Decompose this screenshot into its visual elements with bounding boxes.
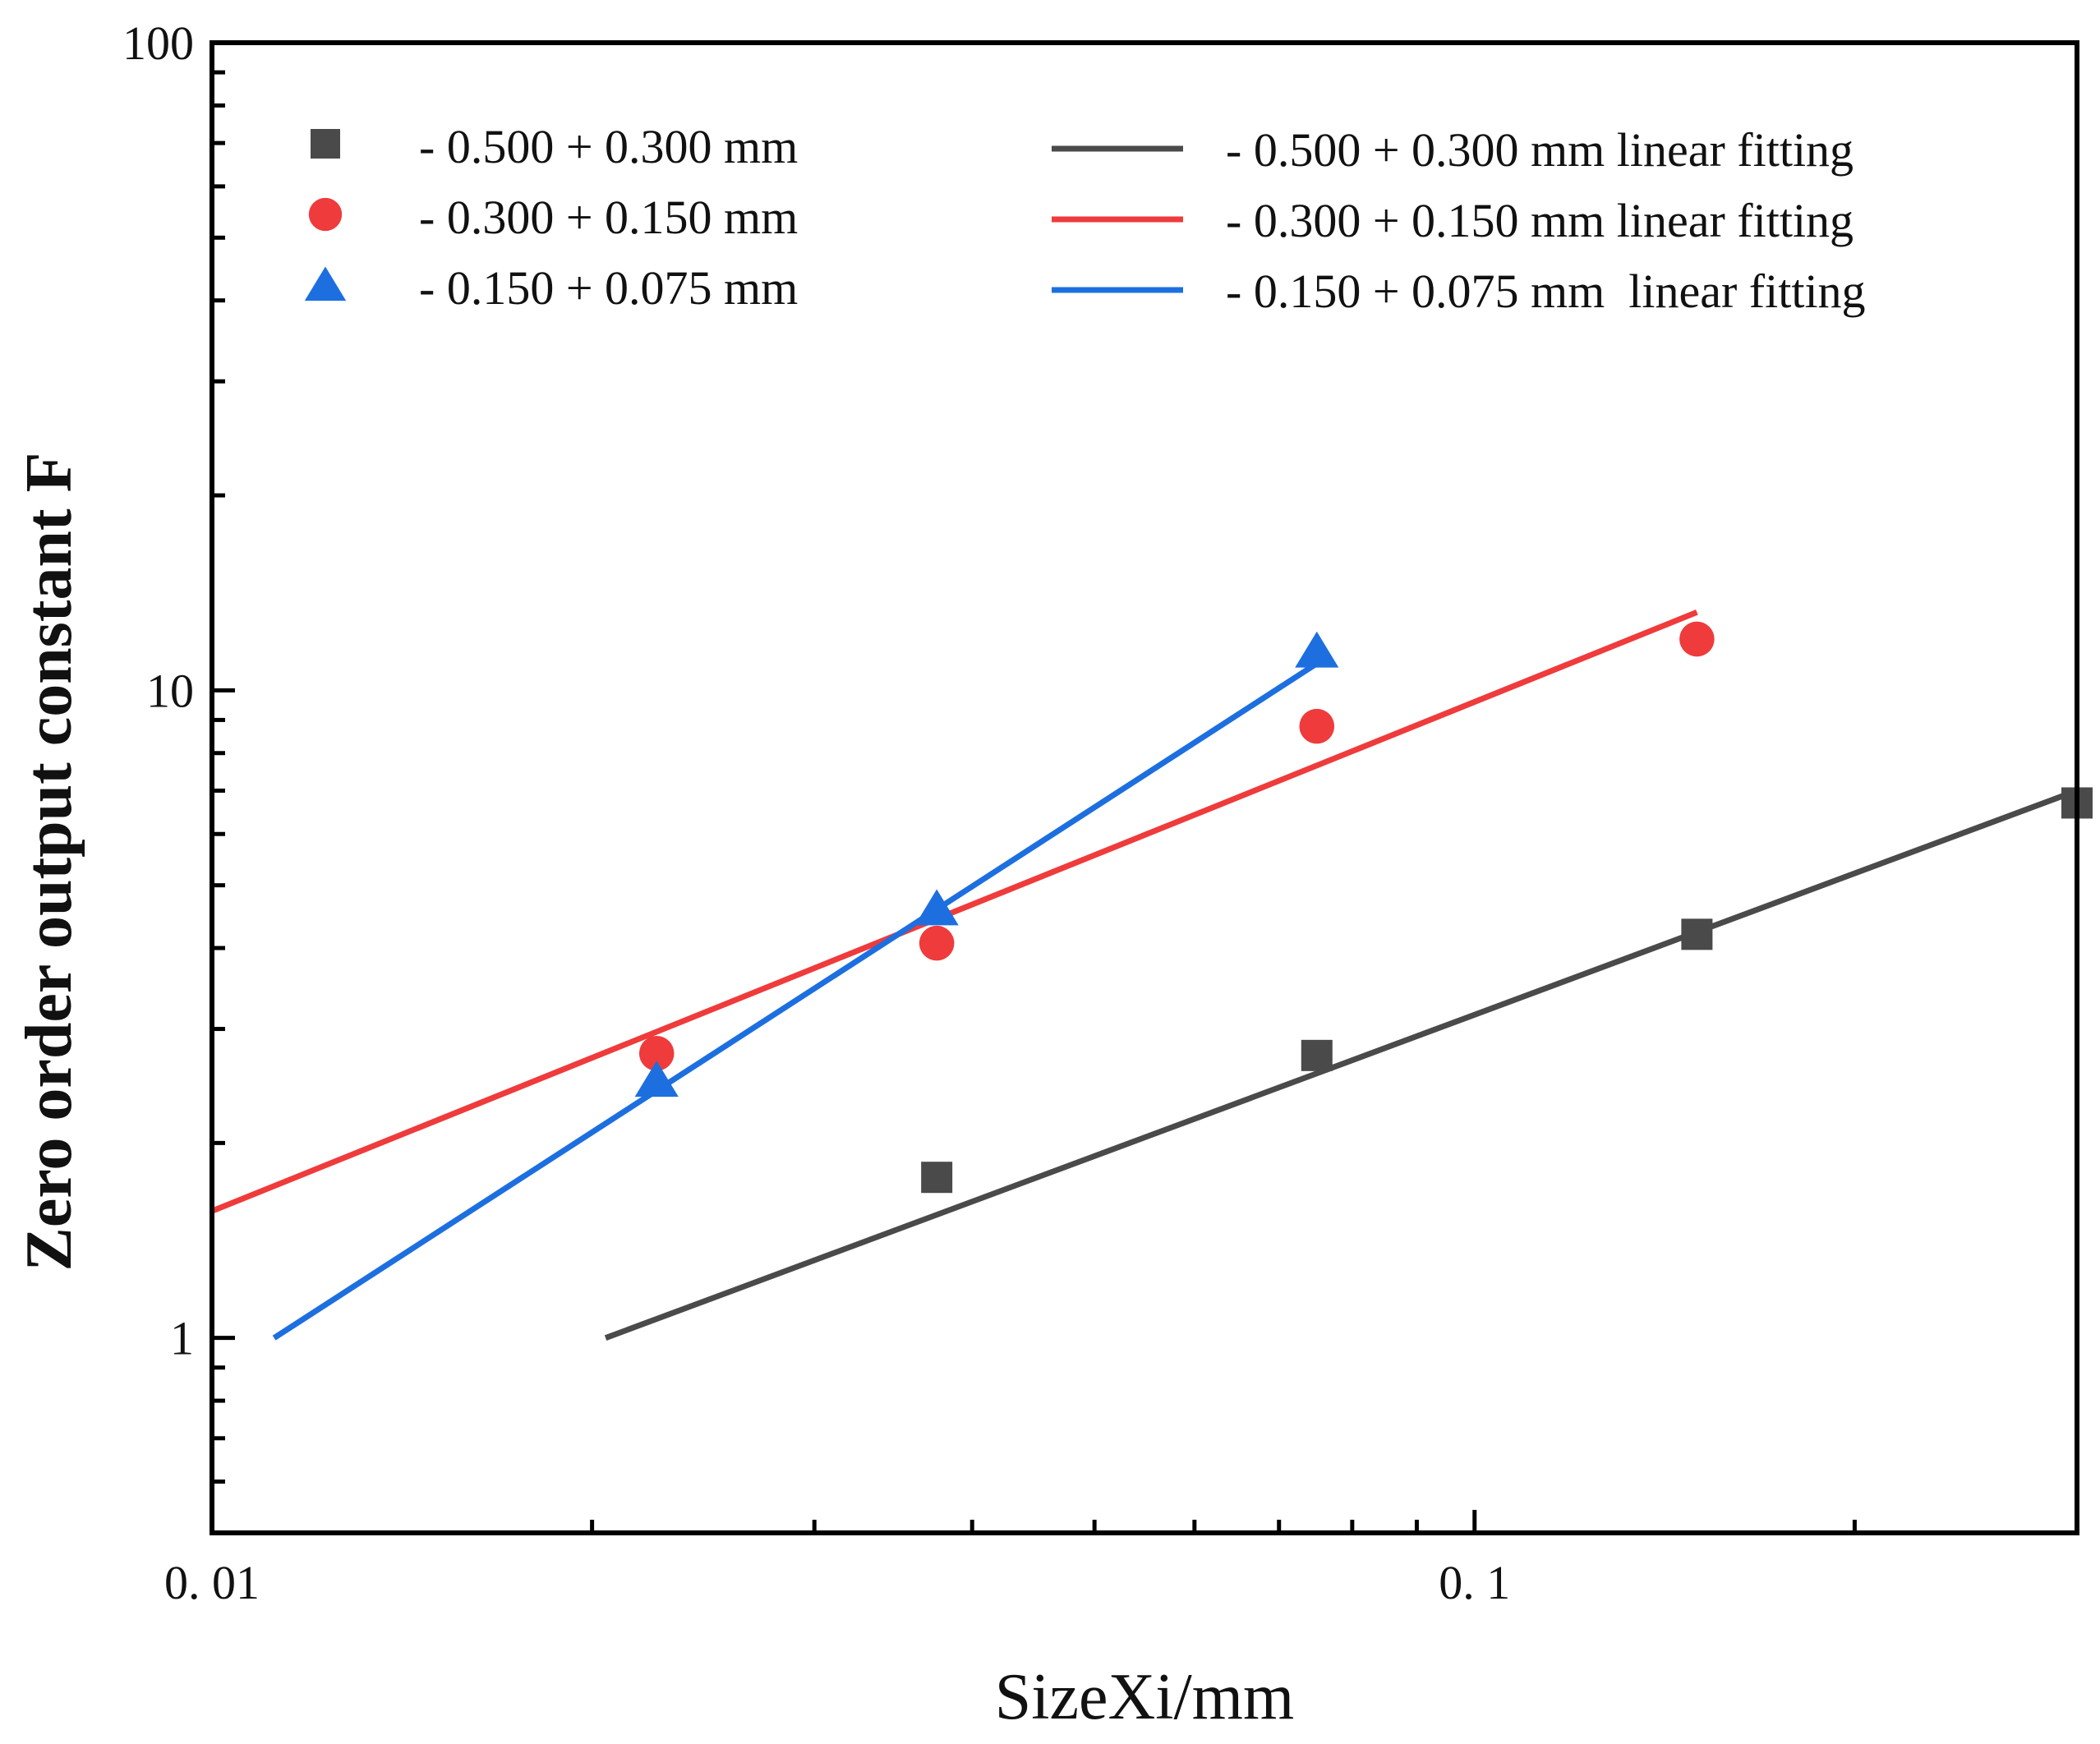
x-tick-label: 0. 01 <box>164 1556 260 1609</box>
legend-label: - 0.300 + 0.150 mm <box>419 191 798 244</box>
y-tick-label: 100 <box>122 16 194 70</box>
x-axis-title: SizeXi/mm <box>995 1661 1294 1733</box>
plot-frame <box>210 40 2079 1535</box>
data-point <box>638 1036 675 1071</box>
data-points <box>634 621 2093 1194</box>
y-axis-title: Zero order output constant F <box>13 452 85 1271</box>
legend: - 0.500 + 0.300 mm - 0.300 + 0.150 mm - 0.… <box>304 120 1866 318</box>
data-point <box>919 925 955 961</box>
major-ticks <box>210 40 1477 1533</box>
legend-label: - 0.150 + 0.075 mm <box>419 261 798 315</box>
data-point <box>634 1061 679 1097</box>
legend-label: - 0.500 + 0.300 mm <box>419 120 798 173</box>
y-tick-label: 1 <box>170 1312 194 1365</box>
x-tick-label: 0. 1 <box>1439 1556 1510 1609</box>
legend-label: - 0.150 + 0.075 mm linear fitting <box>1226 265 1866 318</box>
fit-line <box>604 788 2079 1341</box>
data-point <box>914 889 959 926</box>
fit-line <box>210 610 1698 1214</box>
fit-line <box>272 660 1319 1341</box>
circle-marker <box>308 197 343 232</box>
y-tick-label: 10 <box>146 664 194 717</box>
data-point <box>1681 918 1713 950</box>
data-point <box>1299 708 1335 744</box>
legend-label: - 0.500 + 0.300 mm linear fitting <box>1226 123 1854 177</box>
data-point <box>1301 1039 1333 1071</box>
square-marker <box>311 129 340 159</box>
data-point <box>1295 631 1339 668</box>
data-point <box>921 1162 953 1194</box>
triangle-marker <box>304 266 347 301</box>
fit-lines <box>210 610 2079 1341</box>
data-point <box>1679 621 1715 657</box>
tick-labels: 0. 01 0. 1 1 10 100 <box>122 16 1510 1609</box>
legend-label: - 0.300 + 0.150 mm linear fitting <box>1226 194 1854 247</box>
